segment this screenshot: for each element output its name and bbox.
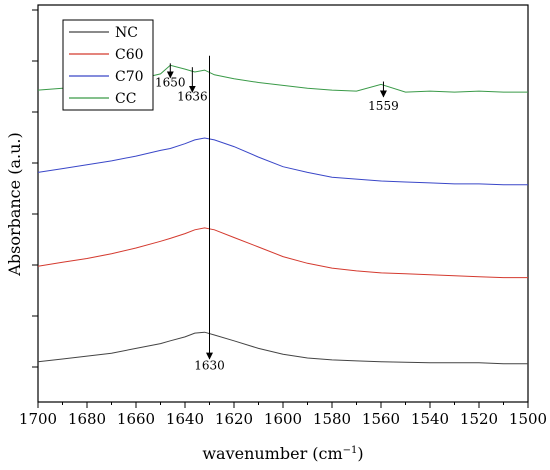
legend-label-c60: C60	[115, 47, 144, 63]
annotation-label: 1630	[194, 358, 225, 372]
x-tick-label: 1680	[68, 410, 106, 428]
legend-label-nc: NC	[115, 25, 138, 41]
x-tick-label: 1620	[215, 410, 253, 428]
series-line-nc	[37, 331, 528, 365]
x-tick-label: 1500	[509, 410, 547, 428]
x-tick-label: 1560	[362, 410, 400, 428]
x-tick-label: 1580	[313, 410, 351, 428]
y-axis-label: Absorbance (a.u.)	[5, 132, 24, 276]
annotation-label: 1650	[155, 75, 186, 89]
x-tick-label: 1640	[166, 410, 204, 428]
legend-label-cc: CC	[115, 91, 136, 107]
x-tick-label: 1540	[411, 410, 449, 428]
x-tick-label: 1660	[117, 410, 155, 428]
legend-label-c70: C70	[115, 69, 144, 85]
annotation-label: 1636	[177, 90, 208, 104]
series-line-c60	[37, 227, 528, 279]
x-tick-label: 1520	[460, 410, 498, 428]
legend: NC C60 C70 CC	[62, 19, 154, 111]
x-tick-label: 1600	[264, 410, 302, 428]
x-tick-label: 1700	[19, 410, 57, 428]
x-axis-label: wavenumber (cm−1)	[202, 444, 363, 463]
legend-box	[62, 19, 154, 111]
axis-ticks: 1700 1680 1660 1640 1620 1600 1580 1560 1540 1520…	[19, 9, 547, 428]
annotation-label: 1559	[368, 99, 399, 113]
series-line-c70	[37, 137, 528, 186]
